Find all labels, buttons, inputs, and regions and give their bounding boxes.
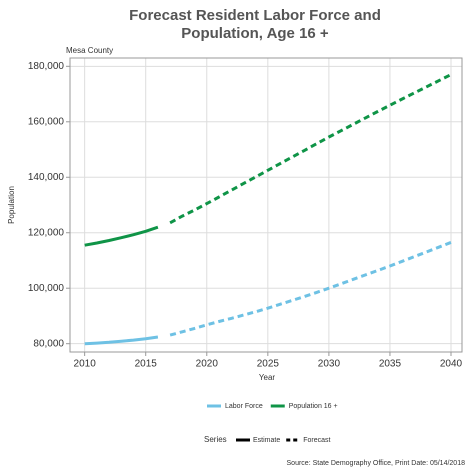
x-tick-label: 2020 [196,359,219,370]
plot-border [69,57,463,353]
legend-label: Forecast [303,437,330,444]
y-tick-label: 160,000 [28,116,65,127]
x-tick-label: 2010 [74,359,97,370]
series-line [84,335,159,346]
chart-title: Forecast Resident Labor Force and [129,7,381,24]
y-tick-label: 140,000 [28,172,65,183]
x-tick-label: 2040 [440,359,463,370]
series-line [169,241,452,337]
legend-label: Estimate [253,437,280,444]
source: Source: State Demography Office, Print D… [287,460,466,467]
series-line [169,73,452,225]
y-axis-label: Population [7,186,16,224]
x-axis-label: Year [259,373,276,382]
subtitle: Mesa County [66,46,113,55]
x-tick-label: 2035 [379,359,402,370]
chart-title: Population, Age 16 + [181,25,329,42]
y-tick-label: 180,000 [28,61,65,72]
x-tick-label: 2015 [135,359,158,370]
y-tick-label: 100,000 [28,283,65,294]
y-tick-label: 80,000 [33,338,64,349]
legend-label: Population 16 + [289,403,338,410]
legend-title: Series [204,435,227,444]
x-tick-label: 2030 [318,359,341,370]
x-tick-label: 2025 [257,359,280,370]
series-line [84,225,159,247]
y-tick-label: 120,000 [28,227,65,238]
legend-label: Labor Force [225,403,263,410]
